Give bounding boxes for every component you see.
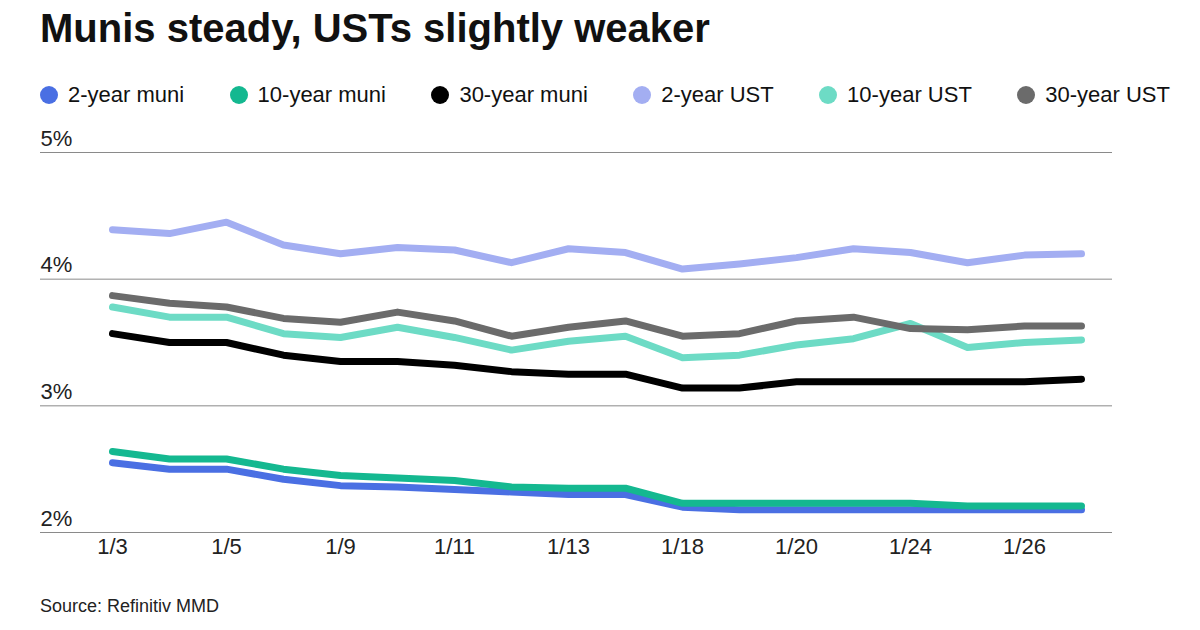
svg-text:1/13: 1/13 (547, 534, 590, 559)
html-text:Munis steady, USTs slightly we: Munis steady, USTs slightly weaker (40, 6, 710, 50)
svg-text:1/3: 1/3 (97, 534, 128, 559)
html-text:10-year UST: 10-year UST (847, 82, 972, 107)
svg-text:1/5: 1/5 (211, 534, 242, 559)
svg-text:1/26: 1/26 (1003, 534, 1046, 559)
svg-text:1/11: 1/11 (434, 534, 475, 559)
svg-text:4%: 4% (41, 252, 73, 277)
svg-text:5%: 5% (41, 130, 73, 151)
svg-text:1/18: 1/18 (661, 534, 704, 559)
html-text:30-year UST: 30-year UST (1045, 82, 1170, 107)
html-text:Source: Refinitiv MMD: Source: Refinitiv MMD (40, 596, 219, 616)
html-text:2-year UST: 2-year UST (661, 82, 774, 107)
html-text:30-year muni: 30-year muni (459, 82, 588, 107)
html-text:10-year muni: 10-year muni (257, 82, 386, 107)
svg-text:1/24: 1/24 (889, 534, 932, 559)
svg-text:2%: 2% (41, 506, 73, 531)
html-text:2-year muni: 2-year muni (68, 82, 185, 107)
svg-text:1/9: 1/9 (325, 534, 356, 559)
svg-text:3%: 3% (41, 379, 73, 404)
svg-text:1/20: 1/20 (775, 534, 818, 559)
